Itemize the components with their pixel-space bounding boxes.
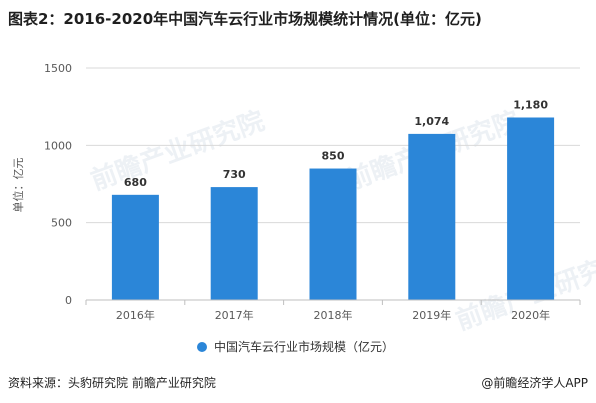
y-tick-label: 500	[51, 217, 72, 230]
y-tick-label: 0	[65, 294, 72, 307]
bar	[309, 168, 357, 300]
legend-label: 中国汽车云行业市场规模（亿元）	[214, 339, 394, 354]
legend-marker	[197, 342, 207, 352]
bars	[111, 117, 555, 300]
y-tick-label: 1000	[44, 139, 72, 152]
data-label: 680	[124, 176, 147, 189]
data-label: 730	[223, 168, 246, 181]
x-tick-label: 2019年	[412, 308, 451, 322]
copyright: @前瞻经济学人APP	[481, 374, 588, 391]
y-axis-label: 单位：亿元	[11, 158, 25, 213]
data-label: 850	[322, 150, 345, 163]
watermark-text: 前瞻产业研究院	[87, 105, 269, 196]
chart-title: 图表2：2016-2020年中国汽车云行业市场规模统计情况(单位：亿元)	[8, 10, 482, 28]
bar	[210, 187, 258, 300]
data-labels: 680 730 850 1,074 1,180	[124, 98, 548, 188]
bar	[408, 133, 456, 300]
bar	[507, 117, 555, 300]
bar	[111, 194, 159, 300]
footer: 资料来源：头豹研究院 前瞻产业研究院 @前瞻经济学人APP	[8, 374, 588, 391]
source-text: 资料来源：头豹研究院 前瞻产业研究院	[8, 376, 216, 390]
legend: 中国汽车云行业市场规模（亿元）	[197, 339, 394, 354]
y-tick-label: 1500	[44, 62, 72, 75]
copyright-text: @前瞻经济学人APP	[481, 376, 588, 390]
x-tick-label: 2017年	[215, 308, 254, 322]
x-axis-ticks: 2016年 2017年 2018年 2019年 2020年	[85, 300, 581, 322]
x-tick-label: 2016年	[116, 308, 155, 322]
x-tick-label: 2018年	[314, 308, 353, 322]
data-label: 1,074	[414, 115, 449, 128]
x-tick-label: 2020年	[511, 308, 550, 322]
y-axis-ticks: 0 500 1000 1500	[44, 62, 72, 307]
data-label: 1,180	[513, 98, 548, 111]
